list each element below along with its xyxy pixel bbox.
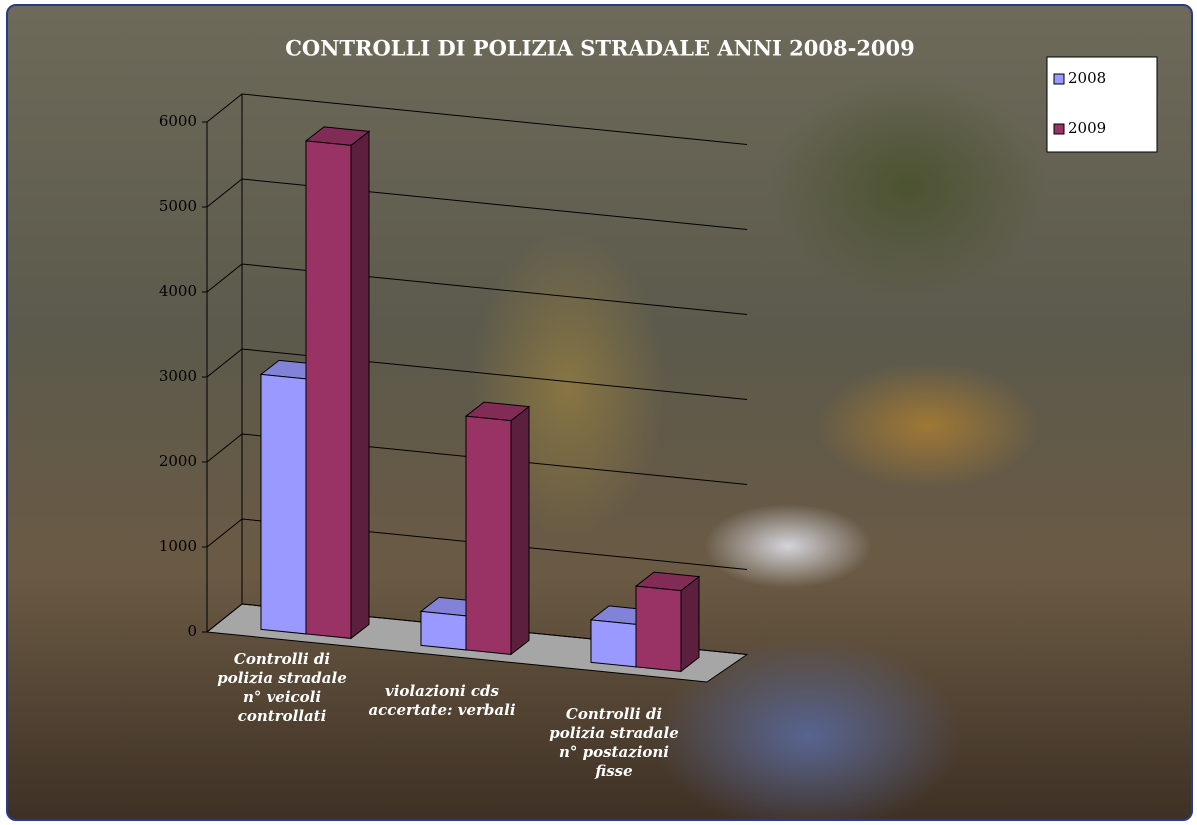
y-tick-label: 5000 xyxy=(159,197,197,215)
x-tick-label: violazioni cds accertate: verbali xyxy=(367,682,517,720)
x-tick-label: Controlli di polizia stradale n° veicoli… xyxy=(217,650,347,726)
grid-line xyxy=(207,94,747,145)
y-tick-label: 3000 xyxy=(159,367,197,385)
y-tick-label: 1000 xyxy=(159,537,197,555)
legend-swatch xyxy=(1054,74,1064,84)
legend-swatch xyxy=(1054,124,1064,134)
bar-side xyxy=(511,407,529,655)
x-tick-label: Controlli di polizia stradale n° postazi… xyxy=(544,705,684,781)
bar xyxy=(466,402,529,654)
y-tick-label: 6000 xyxy=(159,112,197,130)
legend: 2008 2009 xyxy=(1047,57,1157,152)
bar-front xyxy=(306,141,351,639)
grid-line xyxy=(207,264,747,315)
bar-front xyxy=(261,374,306,634)
bar xyxy=(306,127,369,639)
y-tick-label: 4000 xyxy=(159,282,197,300)
grid-line xyxy=(207,179,747,230)
bar-front xyxy=(466,416,511,654)
bar-side xyxy=(351,131,369,638)
chart: CONTROLLI DI POLIZIA STRADALE ANNI 2008-… xyxy=(8,6,1191,819)
bar-front xyxy=(421,611,466,650)
chart-frame: CONTROLLI DI POLIZIA STRADALE ANNI 2008-… xyxy=(6,4,1193,821)
bar-front xyxy=(636,586,681,671)
legend-label: 2008 xyxy=(1068,69,1106,87)
legend-label: 2009 xyxy=(1068,119,1106,137)
y-tick-label: 0 xyxy=(187,622,197,640)
bar-side xyxy=(681,577,699,672)
bar-front xyxy=(591,620,636,667)
bar xyxy=(636,572,699,671)
y-tick-label: 2000 xyxy=(159,452,197,470)
chart-title: CONTROLLI DI POLIZIA STRADALE ANNI 2008-… xyxy=(285,36,915,61)
